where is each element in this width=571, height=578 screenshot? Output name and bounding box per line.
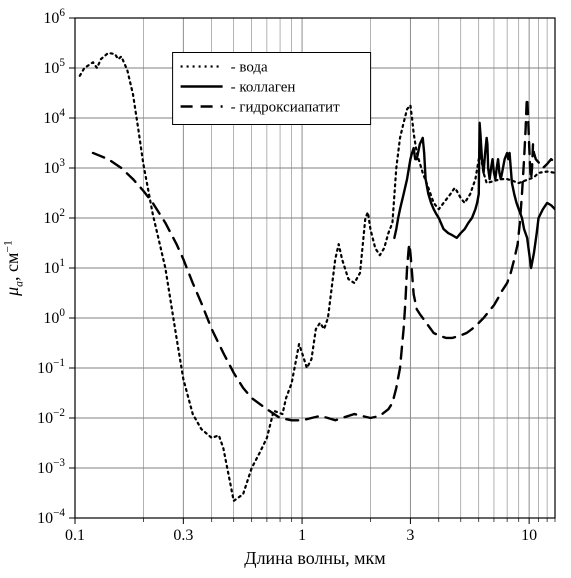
x-tick-label: 3: [406, 527, 414, 544]
x-tick-label: 10: [521, 527, 537, 544]
legend-label: - гидроксиапатит: [231, 100, 340, 116]
absorption-spectrum-chart: 0.10.3131010−410−310−210−110010110210310…: [0, 0, 571, 578]
x-tick-label: 0.3: [173, 527, 193, 544]
x-axis-label: Длина волны, мкм: [244, 548, 385, 568]
legend-label: - вода: [231, 60, 268, 76]
x-tick-label: 0.1: [65, 527, 85, 544]
chart-container: 0.10.3131010−410−310−210−110010110210310…: [0, 0, 571, 578]
legend-label: - коллаген: [231, 80, 296, 96]
x-tick-label: 1: [298, 527, 306, 544]
